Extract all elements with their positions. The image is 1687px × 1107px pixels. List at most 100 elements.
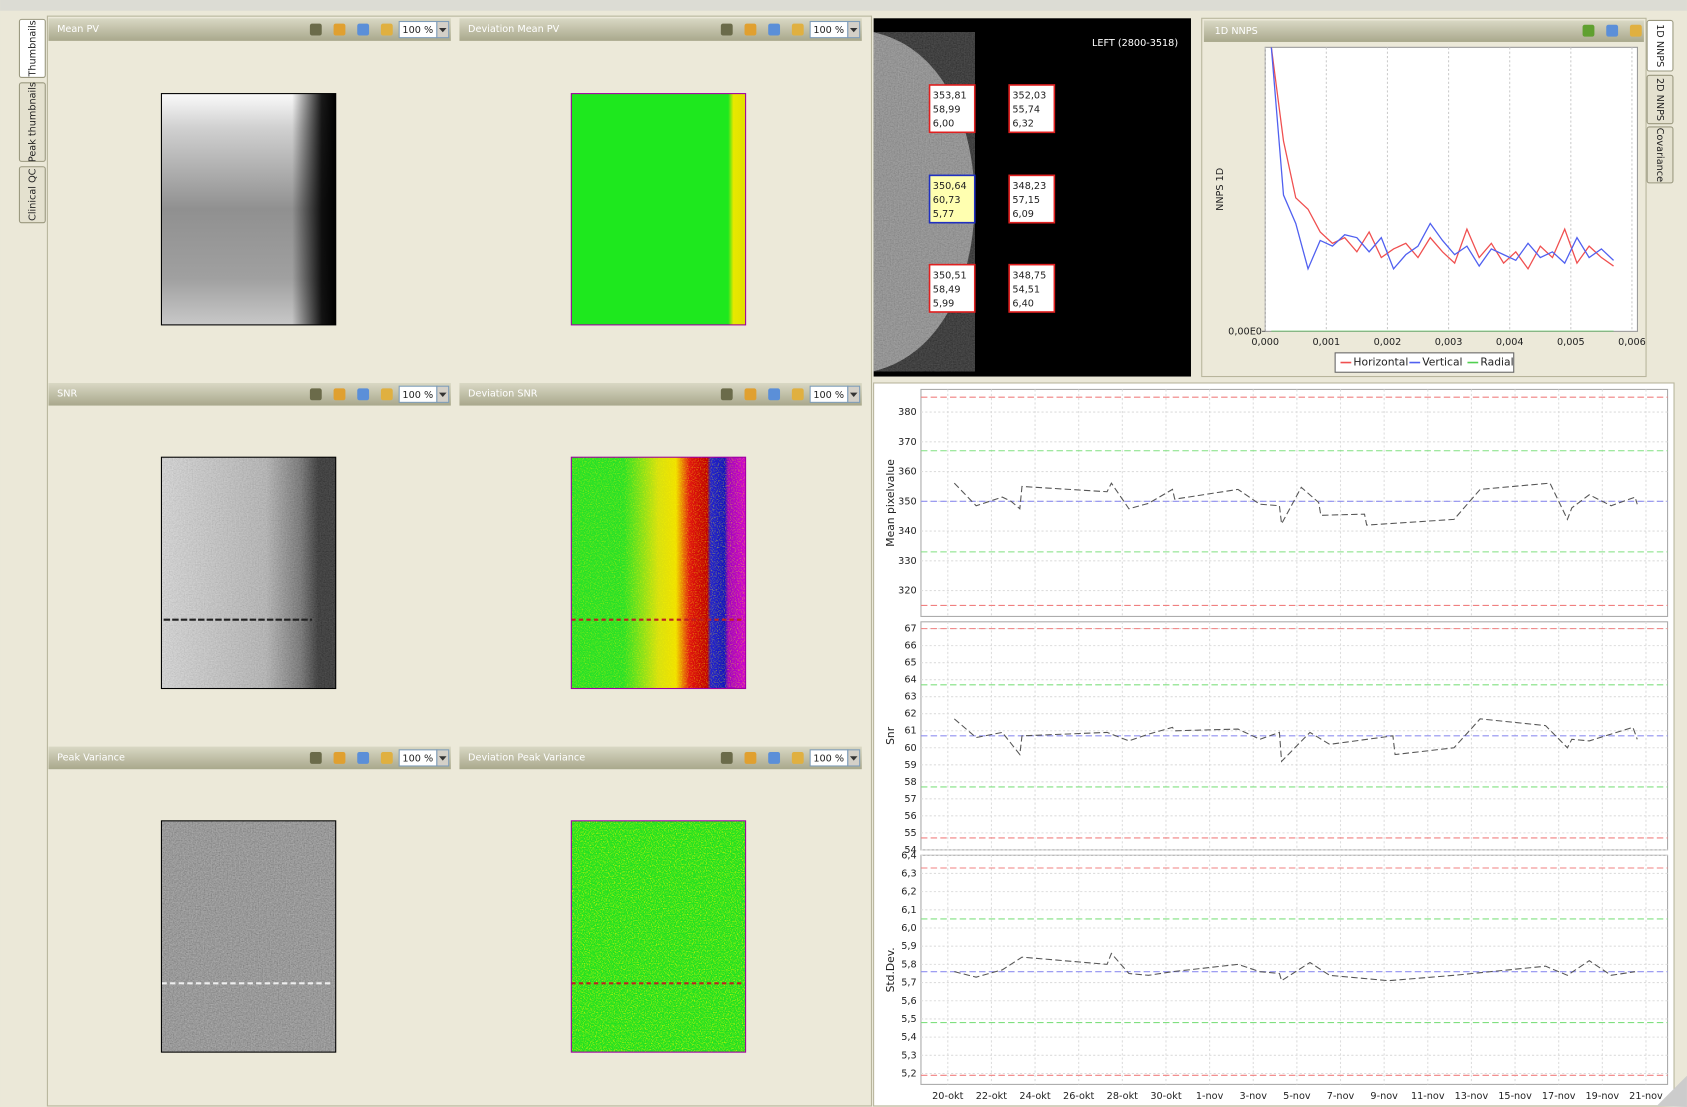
y-tick-label: 59 — [904, 760, 916, 771]
y-axis-label: Mean pixelvalue — [884, 459, 897, 547]
y-tick-label: 65 — [904, 658, 916, 669]
x-tick-label: 26-okt — [1063, 1091, 1094, 1102]
x-tick-label: 19-nov — [1586, 1091, 1620, 1102]
y-axis-label: NNPS 1D — [1215, 168, 1226, 211]
plot-area — [921, 389, 1668, 616]
toolbar-icon[interactable] — [768, 752, 780, 764]
y-tick-label: 6,3 — [901, 868, 916, 879]
x-tick-label: 0,000 — [1251, 337, 1279, 348]
x-tick-label: 0,001 — [1312, 337, 1340, 348]
x-tick-label: 1-nov — [1196, 1091, 1224, 1102]
roi-value: 58,49 — [933, 284, 961, 295]
x-tick-label: 9-nov — [1370, 1091, 1398, 1102]
y-tick-label: 5,3 — [901, 1050, 916, 1061]
image-noise — [571, 821, 745, 1052]
roi-value: 353,81 — [933, 91, 967, 102]
panel-title: Deviation Peak Variance — [468, 752, 585, 763]
roi-value: 348,75 — [1012, 270, 1046, 281]
panel-title: SNR — [57, 389, 77, 400]
y-tick-label: 60 — [904, 743, 916, 754]
y-tick-label: 63 — [904, 692, 916, 703]
y-tick-label: 360 — [898, 467, 916, 478]
panel-title: 1D NNPS — [1215, 26, 1258, 37]
view-label: LEFT (2800-3518) — [1092, 38, 1178, 49]
toolbar-icon[interactable] — [1630, 25, 1642, 37]
x-tick-label: 7-nov — [1327, 1091, 1355, 1102]
x-tick-label: 3-nov — [1240, 1091, 1268, 1102]
image-noise — [571, 457, 745, 688]
toolbar-icon[interactable] — [721, 24, 733, 36]
x-tick-label: 0,003 — [1435, 337, 1463, 348]
toolbar-icon[interactable] — [334, 24, 346, 36]
panel-title: Mean PV — [57, 24, 99, 35]
x-tick-label: 22-okt — [976, 1091, 1007, 1102]
toolbar-icon[interactable] — [310, 752, 322, 764]
toolbar-icon[interactable] — [310, 388, 322, 400]
nnps-header — [1204, 20, 1644, 42]
toolbar-icon[interactable] — [357, 388, 369, 400]
roi-value: 6,00 — [933, 119, 955, 130]
toolbar-icon[interactable] — [745, 388, 757, 400]
toolbar-icon[interactable] — [768, 24, 780, 36]
y-tick-label: 5,6 — [901, 996, 916, 1007]
app-window: ThumbnailsPeak thumbnailsClinical QC1D N… — [0, 0, 1687, 1107]
toolbar-icon[interactable] — [357, 752, 369, 764]
toolbar-icon[interactable] — [768, 388, 780, 400]
page: ThumbnailsPeak thumbnailsClinical QC1D N… — [0, 0, 1687, 1107]
roi-value: 58,99 — [933, 105, 961, 116]
toolbar-icon[interactable] — [792, 388, 804, 400]
roi-value: 350,64 — [933, 181, 967, 192]
roi-value: 6,32 — [1012, 119, 1034, 130]
zoom-value: 100 % — [402, 753, 433, 764]
toolbar-icon[interactable] — [792, 752, 804, 764]
toolbar-icon[interactable] — [792, 24, 804, 36]
y-tick-label: 350 — [898, 496, 916, 507]
plot-area — [1265, 47, 1637, 331]
image-noise — [161, 457, 335, 688]
toolbar-icon[interactable] — [721, 388, 733, 400]
x-tick-label: 11-nov — [1411, 1091, 1445, 1102]
legend-label: Radial — [1480, 356, 1513, 369]
legend-label: Vertical — [1422, 356, 1462, 369]
tab-label: 1D NNPS — [1654, 24, 1665, 67]
toolbar-icon[interactable] — [334, 388, 346, 400]
zoom-value: 100 % — [402, 390, 433, 401]
toolbar-icon[interactable] — [745, 752, 757, 764]
toolbar-icon[interactable] — [381, 24, 393, 36]
tab-label: Peak thumbnails — [27, 82, 38, 162]
toolbar-icon[interactable] — [381, 752, 393, 764]
x-tick-label: 0,005 — [1557, 337, 1585, 348]
y-tick-label: 370 — [898, 437, 916, 448]
roi-value: 5,77 — [933, 209, 955, 220]
y-axis-label: Std.Dev. — [884, 947, 897, 992]
toolbar-icon[interactable] — [310, 24, 322, 36]
roi-value: 60,73 — [933, 195, 961, 206]
x-tick-label: 13-nov — [1455, 1091, 1489, 1102]
roi-value: 55,74 — [1012, 105, 1040, 116]
toolbar-icon[interactable] — [1583, 25, 1595, 37]
y-tick-label: 6,2 — [901, 887, 916, 898]
y-tick-label: 6,1 — [901, 905, 916, 916]
x-tick-label: 30-okt — [1150, 1091, 1181, 1102]
x-tick-label: 0,006 — [1618, 337, 1646, 348]
x-tick-label: 17-nov — [1542, 1091, 1576, 1102]
x-tick-label: 5-nov — [1283, 1091, 1311, 1102]
y-tick-label: 61 — [904, 726, 916, 737]
y-tick-label: 58 — [904, 777, 916, 788]
y-tick-label: 330 — [898, 556, 916, 567]
x-tick-label: 15-nov — [1498, 1091, 1532, 1102]
toolbar-icon[interactable] — [334, 752, 346, 764]
x-tick-label: 0,004 — [1496, 337, 1524, 348]
toolbar-icon[interactable] — [745, 24, 757, 36]
zoom-value: 100 % — [813, 753, 844, 764]
tab-label: Covariance — [1654, 128, 1665, 182]
x-tick-label: 28-okt — [1107, 1091, 1138, 1102]
y-tick-label: 56 — [904, 811, 916, 822]
toolbar-icon[interactable] — [721, 752, 733, 764]
zoom-value: 100 % — [813, 390, 844, 401]
roi-value: 54,51 — [1012, 284, 1040, 295]
toolbar-icon[interactable] — [357, 24, 369, 36]
image-noise — [161, 821, 335, 1052]
toolbar-icon[interactable] — [1606, 25, 1618, 37]
toolbar-icon[interactable] — [381, 388, 393, 400]
